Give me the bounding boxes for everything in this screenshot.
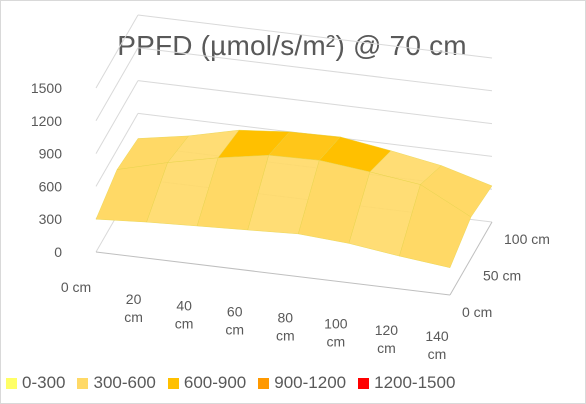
x-tick-label-7: 140 cm [425,328,449,362]
z-tick-label-1: 300 [39,211,63,227]
chart-title: PPFD (µmol/s/m²) @ 70 cm [117,30,467,61]
x-tick-label-5: 100 cm [324,316,348,350]
legend-swatch-4 [358,377,370,389]
legend-item-4: 1200-1500 [358,373,455,393]
legend-item-1: 300-600 [77,373,156,393]
gridline-side-2 [95,113,139,187]
x-axis-line [95,251,451,296]
y-tick-label-1: 50 cm [483,268,521,284]
legend-swatch-2 [167,377,179,389]
gridline-back-5 [137,14,493,59]
y-tick-label-0: 0 cm [462,304,492,320]
legend-item-2: 600-900 [167,373,247,393]
chart-legend: 0-300 300-600 600-900 900-1200 1200-1500 [6,372,584,394]
z-tick-label-4: 1200 [31,113,62,129]
gridline-back-4 [137,47,493,92]
legend-label-0: 0-300 [22,373,66,392]
legend-label-4: 1200-1500 [374,373,456,392]
legend-label-3: 900-1200 [274,373,347,392]
y-axis-line [449,221,493,296]
legend-item-0: 0-300 [6,373,65,393]
x-tick-label-3: 60 cm [225,303,244,337]
legend-swatch-0 [6,377,17,389]
x-tick-label-6: 120 cm [375,322,399,356]
surface-patch-0-6 [399,184,472,268]
gridline-side-3 [95,80,139,154]
x-tick-label-2: 40 cm [175,297,194,331]
z-tick-label-5: 1500 [31,80,62,96]
z-tick-label-0: 0 [54,244,62,260]
y-tick-label-2: 100 cm [504,231,550,247]
z-tick-label-2: 600 [39,178,63,194]
gridline-side-5 [95,14,139,89]
legend-label-1: 300-600 [93,373,156,392]
legend-item-3: 900-1200 [258,373,346,393]
z-tick-label-3: 900 [39,146,63,162]
x-tick-label-4: 80 cm [276,310,295,344]
legend-swatch-1 [77,377,89,389]
legend-label-2: 600-900 [183,373,247,392]
legend-swatch-3 [258,377,270,389]
gridline-back-3 [137,80,493,125]
gridline-side-4 [95,47,139,122]
x-tick-label-1: 20 cm [124,291,143,325]
x-tick-label-0: 0 cm [61,279,91,295]
